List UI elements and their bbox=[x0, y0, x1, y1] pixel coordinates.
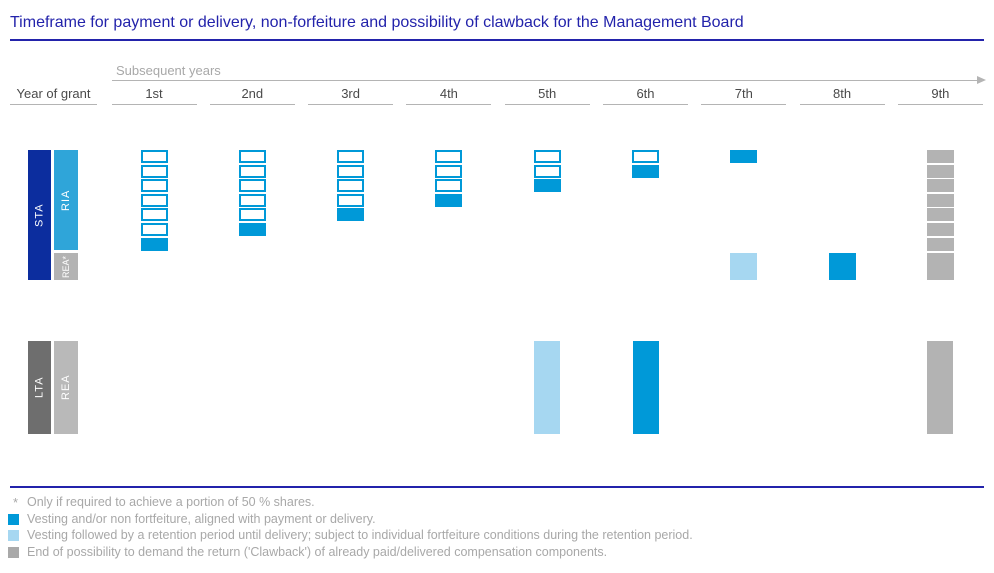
pending-tranche-box-2nd bbox=[238, 164, 266, 178]
rea-cell-8th bbox=[828, 253, 856, 280]
lta-group-bar: LTA bbox=[28, 341, 51, 434]
lta-bar-6th bbox=[632, 341, 659, 434]
ria-group-bar: RIA bbox=[54, 150, 78, 250]
legend-row: Vesting and/or non fortfeiture, aligned … bbox=[8, 512, 693, 529]
column-header-4th: 4th bbox=[439, 86, 458, 101]
legend-text: Vesting followed by a retention period u… bbox=[27, 528, 693, 542]
rea-cell-9th bbox=[926, 253, 954, 280]
vesting-box-1st bbox=[140, 237, 168, 251]
pending-tranche-box-4th bbox=[435, 164, 463, 178]
legend-text: Only if required to achieve a portion of… bbox=[27, 495, 315, 509]
column-header-9th: 9th bbox=[931, 86, 950, 101]
legend-square-icon bbox=[8, 528, 27, 544]
pending-tranche-box-3rd bbox=[337, 164, 365, 178]
column-header-8th: 8th bbox=[833, 86, 852, 101]
pending-tranche-box-3rd bbox=[337, 179, 365, 193]
legend-text: End of possibility to demand the return … bbox=[27, 544, 608, 559]
legend-row: * Only if required to achieve a portion o… bbox=[8, 495, 693, 512]
vesting-box-4th bbox=[435, 193, 463, 207]
clawback-box-9th bbox=[926, 179, 954, 193]
pending-tranche-box-1st bbox=[140, 164, 168, 178]
clawback-box-9th bbox=[926, 164, 954, 178]
clawback-box-9th bbox=[926, 208, 954, 222]
column-header-6th: 6th bbox=[636, 86, 655, 101]
legend-square-icon bbox=[8, 545, 27, 561]
pending-tranche-box-1st bbox=[140, 150, 168, 163]
clawback-box-9th bbox=[926, 150, 954, 163]
vesting-box-2nd bbox=[238, 223, 266, 236]
column-underline-9th bbox=[897, 104, 983, 105]
vesting-box-3rd bbox=[337, 208, 365, 222]
pending-tranche-box-2nd bbox=[238, 208, 266, 222]
column-header-7th: 7th bbox=[734, 86, 753, 101]
legend-row: End of possibility to demand the return … bbox=[8, 545, 693, 562]
page-title: Timeframe for payment or delivery, non-f… bbox=[10, 14, 744, 31]
subsequent-years-label: Subsequent years bbox=[116, 63, 221, 78]
column-underline-2nd bbox=[209, 104, 295, 105]
pending-tranche-box-1st bbox=[140, 208, 168, 222]
pending-tranche-box-2nd bbox=[238, 179, 266, 193]
legend-square-icon bbox=[8, 512, 27, 528]
rea-cell-7th bbox=[730, 253, 758, 280]
timeline-axis-line bbox=[112, 80, 978, 81]
column-header-5th: 5th bbox=[538, 86, 557, 101]
lta-bar-5th bbox=[534, 341, 561, 434]
column-underline-5th bbox=[504, 104, 590, 105]
year-of-grant-underline bbox=[10, 104, 97, 105]
lta-bar-9th bbox=[927, 341, 954, 434]
legend-square-icon bbox=[8, 513, 19, 525]
legend-text: Vesting and/or non fortfeiture, aligned … bbox=[27, 511, 376, 526]
pending-tranche-box-2nd bbox=[238, 150, 266, 163]
pending-tranche-box-6th bbox=[632, 150, 659, 163]
legend: * Only if required to achieve a portion o… bbox=[8, 495, 693, 561]
pending-tranche-box-3rd bbox=[337, 193, 365, 207]
column-header-1st: 1st bbox=[145, 86, 163, 101]
clawback-box-9th bbox=[926, 193, 954, 207]
vesting-box-7th bbox=[730, 150, 758, 163]
pending-tranche-box-1st bbox=[140, 179, 168, 193]
column-underline-1st bbox=[111, 104, 197, 105]
column-underline-3rd bbox=[308, 104, 394, 105]
asterisk-glyph: * bbox=[13, 495, 19, 510]
legend-square-icon bbox=[8, 530, 19, 541]
column-header-2nd: 2nd bbox=[241, 86, 264, 101]
legend-square-icon bbox=[8, 546, 19, 558]
pending-tranche-box-5th bbox=[533, 150, 561, 163]
clawback-box-9th bbox=[926, 223, 954, 236]
column-header-3rd: 3rd bbox=[341, 86, 360, 101]
year-of-grant-header: Year of grant bbox=[16, 86, 91, 101]
column-underline-8th bbox=[799, 104, 885, 105]
vesting-box-6th bbox=[632, 164, 659, 178]
title-underline bbox=[10, 39, 984, 41]
pending-tranche-box-1st bbox=[140, 193, 168, 207]
clawback-box-9th bbox=[926, 237, 954, 251]
footer-divider bbox=[10, 486, 984, 488]
legend-row: Vesting followed by a retention period u… bbox=[8, 528, 693, 545]
sta-group-bar: STA bbox=[28, 150, 51, 280]
pending-tranche-box-3rd bbox=[337, 150, 365, 163]
rea-star-group-bar: REA* bbox=[54, 253, 78, 280]
rea-group-bar: REA bbox=[54, 341, 78, 434]
arrow-right-icon bbox=[977, 76, 986, 84]
column-underline-4th bbox=[406, 104, 492, 105]
pending-tranche-box-1st bbox=[140, 223, 168, 236]
pending-tranche-box-5th bbox=[533, 164, 561, 178]
column-underline-6th bbox=[603, 104, 688, 105]
pending-tranche-box-4th bbox=[435, 150, 463, 163]
vesting-box-5th bbox=[533, 179, 561, 193]
pending-tranche-box-2nd bbox=[238, 193, 266, 207]
column-underline-7th bbox=[701, 104, 787, 105]
pending-tranche-box-4th bbox=[435, 179, 463, 193]
asterisk-marker: * bbox=[8, 495, 27, 511]
